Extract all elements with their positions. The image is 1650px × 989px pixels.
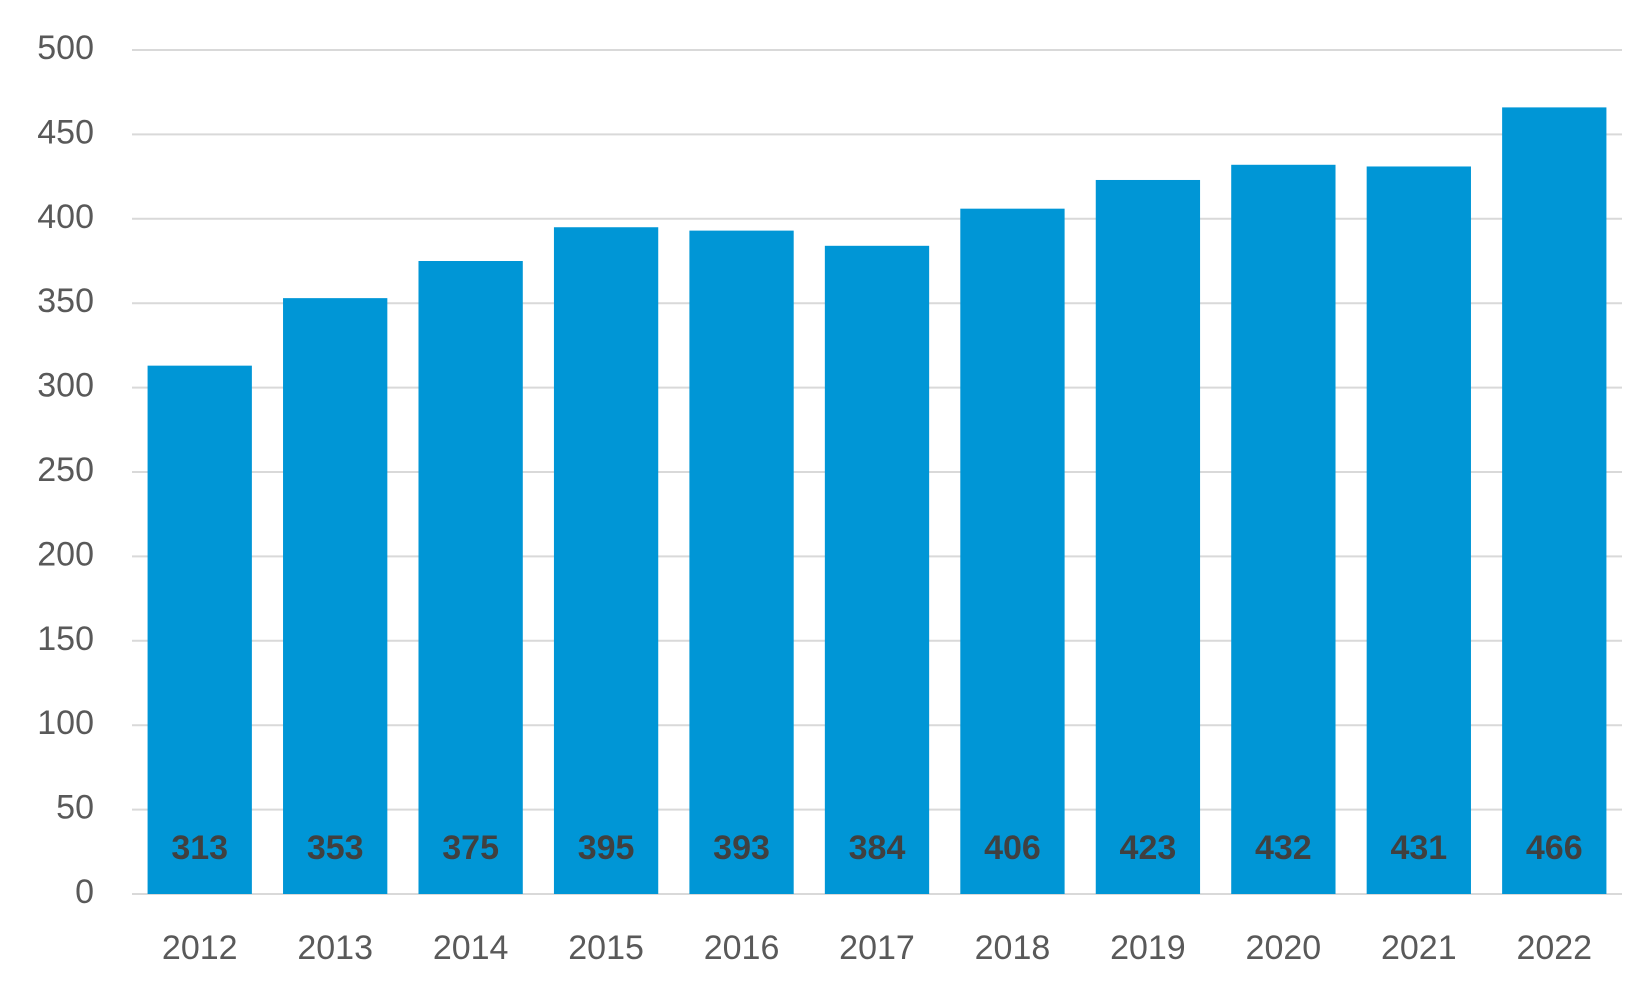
x-tick-label: 2017: [839, 929, 915, 967]
data-label: 353: [307, 829, 364, 867]
y-tick-label: 450: [37, 113, 94, 151]
data-label: 466: [1526, 829, 1583, 867]
x-tick-label: 2019: [1110, 929, 1186, 967]
bar: [1502, 107, 1607, 895]
y-tick-label: 400: [37, 198, 94, 236]
data-label: 431: [1390, 829, 1447, 867]
y-tick-label: 200: [37, 535, 94, 573]
data-label: 313: [171, 829, 228, 867]
data-label: 393: [713, 829, 770, 867]
x-axis: 2012 2013 2014 2015 2016 2017 2018 2019 2020 2021…: [162, 929, 1592, 967]
x-tick-label: 2014: [433, 929, 509, 967]
bar: [1231, 164, 1336, 894]
bar: [689, 230, 794, 895]
bar: [960, 208, 1065, 894]
x-tick-label: 2013: [297, 929, 373, 967]
data-label: 395: [578, 829, 635, 867]
y-axis: 0 50 100 150 200 250 300 350 400 450 500: [37, 29, 94, 911]
data-label: 423: [1120, 829, 1177, 867]
x-tick-label: 2022: [1516, 929, 1592, 967]
data-label: 406: [984, 829, 1041, 867]
y-tick-label: 150: [37, 620, 94, 658]
y-tick-label: 0: [75, 873, 94, 911]
bar: [1366, 166, 1471, 895]
bar: [553, 227, 659, 895]
x-tick-label: 2012: [162, 929, 238, 967]
y-tick-label: 50: [56, 789, 94, 827]
data-label: 384: [849, 829, 906, 867]
x-tick-label: 2020: [1246, 929, 1322, 967]
y-tick-label: 100: [37, 704, 94, 742]
bar: [418, 261, 523, 894]
x-tick-label: 2016: [704, 929, 780, 967]
bar: [147, 365, 252, 894]
x-tick-label: 2021: [1381, 929, 1457, 967]
y-tick-label: 300: [37, 367, 94, 405]
bars: [147, 107, 1607, 895]
y-tick-label: 500: [37, 29, 94, 67]
bar: [283, 298, 388, 894]
bar: [824, 245, 930, 895]
bar: [1095, 179, 1201, 894]
x-tick-label: 2018: [975, 929, 1051, 967]
y-tick-label: 350: [37, 282, 94, 320]
data-label: 375: [442, 829, 499, 867]
y-tick-label: 250: [37, 451, 94, 489]
data-labels: 313 353 375 395 393 384 406 423 432 431 466: [171, 829, 1582, 867]
data-label: 432: [1255, 829, 1312, 867]
x-tick-label: 2015: [568, 929, 644, 967]
